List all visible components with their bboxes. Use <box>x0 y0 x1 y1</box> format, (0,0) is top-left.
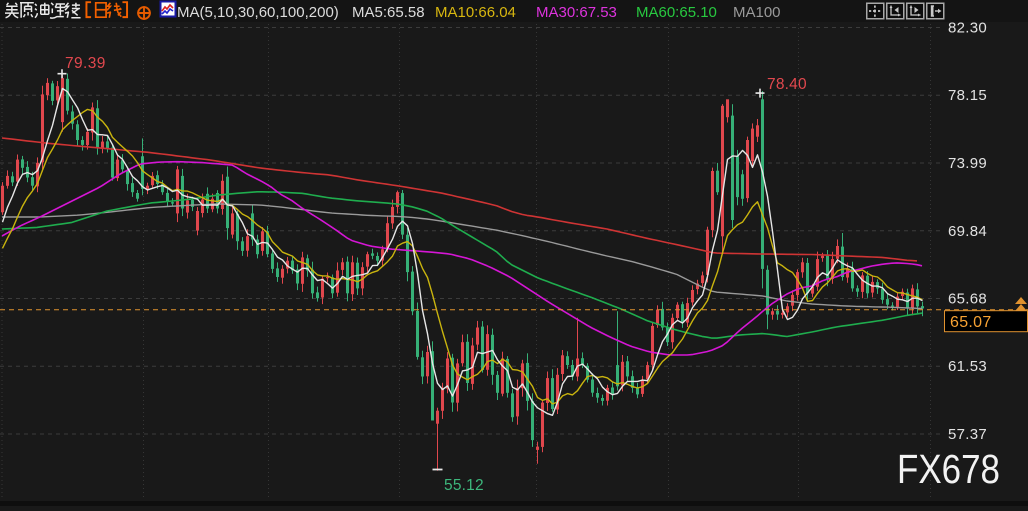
svg-text:78.40: 78.40 <box>767 76 807 93</box>
svg-text:61.53: 61.53 <box>948 358 987 375</box>
svg-text:MA10:66.04: MA10:66.04 <box>435 4 516 21</box>
svg-text:MA100: MA100 <box>733 4 781 21</box>
svg-text:MA(5,10,30,60,100,200): MA(5,10,30,60,100,200) <box>177 4 339 21</box>
svg-text:MA60:65.10: MA60:65.10 <box>636 4 717 21</box>
svg-text:MA30:67.53: MA30:67.53 <box>536 4 617 21</box>
svg-text:65.68: 65.68 <box>948 291 987 308</box>
svg-text:65.07: 65.07 <box>950 314 992 331</box>
svg-text:57.37: 57.37 <box>948 426 987 443</box>
svg-text:FX678: FX678 <box>897 446 1000 492</box>
svg-text:69.84: 69.84 <box>948 223 987 240</box>
svg-text:73.99: 73.99 <box>948 155 987 172</box>
svg-text:MA5:65.58: MA5:65.58 <box>352 4 425 21</box>
svg-text:79.39: 79.39 <box>65 55 106 72</box>
svg-text:82.30: 82.30 <box>948 20 987 37</box>
svg-text:55.12: 55.12 <box>444 477 484 494</box>
svg-text:78.15: 78.15 <box>948 87 987 104</box>
